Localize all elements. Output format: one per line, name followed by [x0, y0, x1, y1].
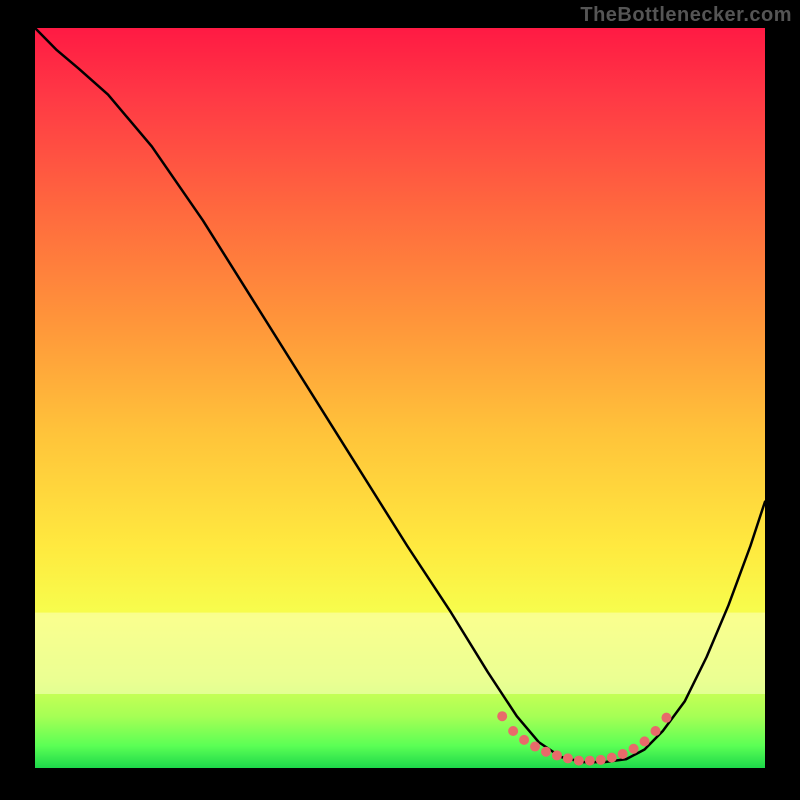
- valley-marker: [640, 737, 649, 746]
- chart-stage: TheBottlenecker.com: [0, 0, 800, 800]
- valley-marker: [662, 713, 671, 722]
- valley-marker: [574, 756, 583, 765]
- valley-marker: [509, 727, 518, 736]
- watermark-text: TheBottlenecker.com: [580, 4, 792, 27]
- valley-marker: [618, 749, 627, 758]
- valley-marker: [585, 756, 594, 765]
- valley-marker: [596, 755, 605, 764]
- valley-marker: [542, 747, 551, 756]
- valley-marker: [607, 753, 616, 762]
- valley-marker: [651, 727, 660, 736]
- valley-marker: [531, 742, 540, 751]
- valley-marker: [498, 712, 507, 721]
- valley-marker: [552, 751, 561, 760]
- plot-area: [35, 28, 765, 768]
- valley-marker: [629, 744, 638, 753]
- plot-svg: [35, 28, 765, 768]
- pale-band: [35, 613, 765, 694]
- valley-marker: [563, 754, 572, 763]
- valley-marker: [520, 735, 529, 744]
